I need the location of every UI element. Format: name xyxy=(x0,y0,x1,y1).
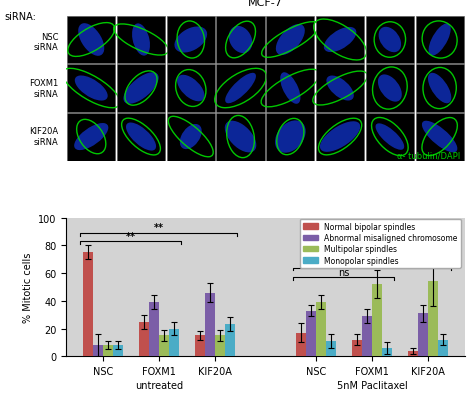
Text: α- tubulin/DAPI: α- tubulin/DAPI xyxy=(397,151,461,160)
Bar xyxy=(103,345,113,356)
Text: **: ** xyxy=(154,223,164,232)
Bar xyxy=(117,113,165,161)
Bar xyxy=(366,17,414,64)
Bar xyxy=(113,345,123,356)
Ellipse shape xyxy=(132,24,150,56)
Bar xyxy=(139,322,149,356)
Ellipse shape xyxy=(275,121,306,153)
Bar xyxy=(167,65,215,113)
Bar xyxy=(408,351,418,356)
Bar xyxy=(217,65,264,113)
Ellipse shape xyxy=(280,73,301,104)
Bar xyxy=(382,348,392,356)
Bar xyxy=(416,65,464,113)
Text: siRNA:: siRNA: xyxy=(5,12,36,22)
Bar xyxy=(117,17,165,64)
Text: NSC
siRNA: NSC siRNA xyxy=(34,33,58,52)
Bar xyxy=(372,284,382,356)
Ellipse shape xyxy=(276,25,305,56)
Text: 5nM Paclitaxel: 5nM Paclitaxel xyxy=(337,380,407,390)
Bar xyxy=(316,303,326,356)
Ellipse shape xyxy=(78,24,104,57)
Ellipse shape xyxy=(379,28,401,53)
Ellipse shape xyxy=(225,74,256,104)
Bar xyxy=(428,282,438,356)
Ellipse shape xyxy=(422,122,457,153)
Ellipse shape xyxy=(428,24,451,56)
Ellipse shape xyxy=(225,122,256,153)
Bar xyxy=(326,341,336,356)
Bar xyxy=(416,17,464,64)
Bar xyxy=(67,17,115,64)
Ellipse shape xyxy=(375,124,404,150)
Text: FOXM1
siRNA: FOXM1 siRNA xyxy=(29,79,58,98)
Bar xyxy=(266,17,314,64)
Bar xyxy=(67,65,115,113)
Bar xyxy=(149,303,159,356)
Bar xyxy=(159,336,169,356)
Ellipse shape xyxy=(378,75,402,102)
Ellipse shape xyxy=(428,74,451,104)
Bar xyxy=(67,113,115,161)
Text: untreated: untreated xyxy=(135,380,183,390)
Ellipse shape xyxy=(177,76,204,102)
Bar xyxy=(195,336,205,356)
Text: ns: ns xyxy=(366,257,378,267)
Bar xyxy=(316,17,364,64)
Legend: Normal bipolar spindles, Abnormal misaligned chromosome, Multipolar spindles, Mo: Normal bipolar spindles, Abnormal misali… xyxy=(300,219,461,268)
Ellipse shape xyxy=(327,76,354,101)
Ellipse shape xyxy=(324,28,356,53)
Bar xyxy=(416,113,464,161)
Bar xyxy=(366,65,414,113)
Bar xyxy=(167,113,215,161)
Bar xyxy=(117,65,165,113)
Bar xyxy=(438,340,448,356)
Bar xyxy=(93,345,103,356)
Bar xyxy=(316,65,364,113)
Ellipse shape xyxy=(74,124,109,151)
Ellipse shape xyxy=(320,122,360,152)
Bar xyxy=(217,113,264,161)
Ellipse shape xyxy=(126,123,156,151)
Bar xyxy=(169,329,179,356)
Ellipse shape xyxy=(174,28,207,53)
Bar xyxy=(418,313,428,356)
Bar xyxy=(296,333,306,356)
Ellipse shape xyxy=(123,73,159,104)
Text: **: ** xyxy=(126,231,136,241)
Bar xyxy=(362,316,372,356)
Bar xyxy=(352,340,362,356)
Bar xyxy=(82,253,93,356)
Bar xyxy=(266,65,314,113)
Bar xyxy=(217,17,264,64)
Bar xyxy=(167,17,215,64)
Bar xyxy=(225,324,235,356)
Bar xyxy=(205,293,215,356)
Text: ns: ns xyxy=(338,267,350,277)
Bar xyxy=(306,311,316,356)
Bar xyxy=(266,113,314,161)
Ellipse shape xyxy=(75,76,108,101)
Bar xyxy=(215,336,225,356)
Ellipse shape xyxy=(180,125,202,150)
Text: KIF20A
siRNA: KIF20A siRNA xyxy=(29,127,58,146)
Bar xyxy=(316,113,364,161)
Text: MCF-7: MCF-7 xyxy=(248,0,283,7)
Ellipse shape xyxy=(229,27,252,54)
Bar xyxy=(366,113,414,161)
Y-axis label: % Mitotic cells: % Mitotic cells xyxy=(23,252,33,322)
